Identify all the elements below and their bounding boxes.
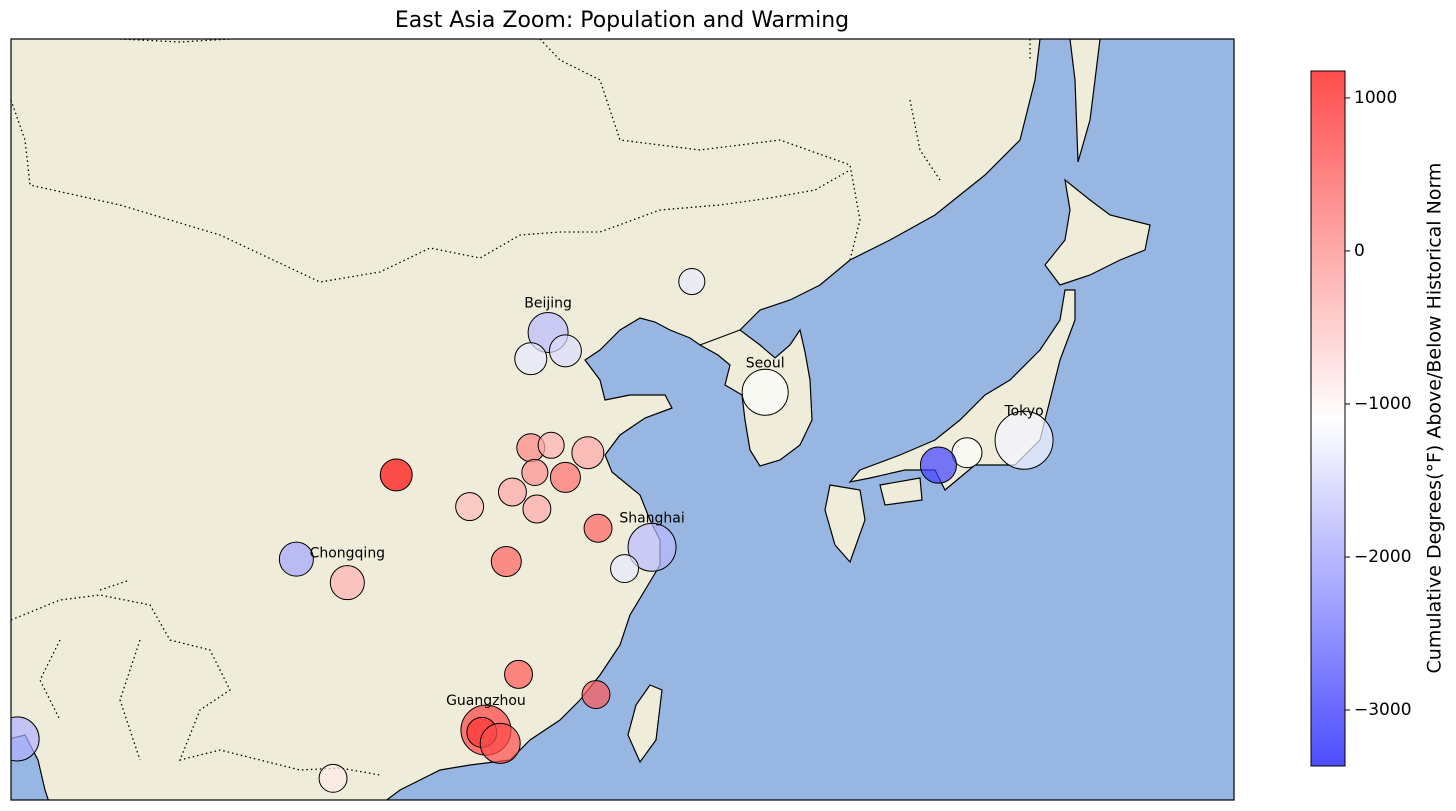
- city-bubble: [610, 554, 640, 584]
- chart-title: East Asia Zoom: Population and Warming: [395, 8, 849, 33]
- taiwan: [627, 684, 663, 764]
- hokkaido: [1044, 178, 1151, 286]
- city-label: Beijing: [524, 295, 572, 311]
- points: [11, 268, 1054, 793]
- city-label: Seoul: [746, 355, 785, 371]
- city-bubble: [919, 446, 957, 484]
- city-bubble: [994, 410, 1054, 470]
- city-label: Chongqing: [310, 546, 386, 562]
- sakhalin: [1069, 39, 1101, 163]
- city-label: Shanghai: [619, 510, 684, 526]
- city-bubble: [522, 494, 552, 524]
- border: [11, 99, 851, 283]
- city-bubble: [318, 763, 348, 793]
- city-bubble: [678, 268, 706, 296]
- colorbar: [1310, 70, 1346, 767]
- colorbar-tick-label: −2000: [1354, 547, 1412, 567]
- city-bubble: [514, 342, 548, 376]
- city-bubble: [583, 513, 613, 543]
- city-bubble: [571, 436, 605, 470]
- city-bubble: [329, 565, 365, 601]
- city-bubble: [548, 334, 582, 368]
- colorbar-tick-label: 0: [1354, 241, 1365, 261]
- city-bubble: [497, 477, 527, 507]
- colorbar-tick-label: −3000: [1354, 700, 1412, 720]
- map: [11, 39, 1234, 800]
- city-bubble: [741, 368, 789, 416]
- city-bubble: [537, 431, 565, 459]
- colorbar-label: Cumulative Degrees(°F) Above/Below Histo…: [1424, 163, 1446, 674]
- city-bubble: [521, 458, 549, 487]
- city-bubble: [504, 659, 534, 689]
- city-bubble: [627, 522, 677, 572]
- city-bubble: [455, 492, 485, 522]
- city-bubble: [479, 722, 521, 764]
- border: [11, 579, 381, 776]
- city-bubble: [11, 716, 40, 762]
- city-label: Tokyo: [1003, 403, 1043, 419]
- colorbar-tick-label: −1000: [1354, 394, 1412, 414]
- city-bubble: [490, 546, 522, 578]
- city-bubble: [581, 680, 611, 710]
- plot-frame: [10, 38, 1235, 801]
- kyushu: [824, 484, 866, 564]
- shikoku: [879, 477, 923, 506]
- city-bubble: [549, 461, 581, 493]
- city-bubble: [278, 541, 314, 577]
- city-bubble: [379, 458, 413, 492]
- city-label: Guangzhou: [446, 693, 526, 709]
- colorbar-tick-label: 1000: [1354, 88, 1397, 108]
